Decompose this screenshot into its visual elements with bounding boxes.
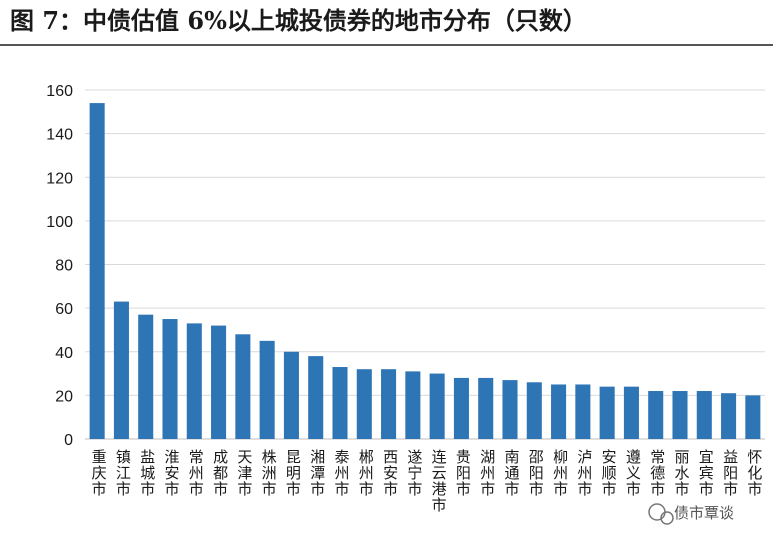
bar (526, 382, 542, 439)
bar (332, 367, 348, 439)
y-tick-label: 0 (64, 432, 73, 449)
y-tick-label: 120 (46, 170, 73, 187)
bar (162, 319, 178, 439)
bar (502, 380, 518, 439)
x-tick-label: 怀化市 (747, 448, 762, 498)
x-tick-label: 常德市 (650, 448, 665, 498)
bar (259, 340, 275, 439)
wechat-icon-dot (660, 511, 674, 525)
x-tick-label: 泰州市 (334, 448, 349, 498)
watermark-text: 债市覃谈 (674, 504, 734, 522)
y-tick-label: 80 (55, 258, 73, 275)
bar (648, 391, 664, 439)
x-tick-label: 邵阳市 (529, 448, 544, 498)
x-tick-label: 宜宾市 (699, 448, 714, 498)
x-tick-label: 天津市 (237, 448, 252, 498)
chart-title: 图 7：中债估值 6%以上城投债券的地市分布（只数） (10, 6, 587, 35)
x-tick-label: 郴州市 (359, 448, 374, 498)
x-tick-label: 连云港市 (432, 448, 447, 514)
bar (186, 323, 202, 439)
x-axis-ticks: 重庆市镇江市盐城市淮安市常州市成都市天津市株洲市昆明市湘潭市泰州市郴州市西安市遂… (92, 448, 763, 514)
x-tick-label: 常州市 (189, 448, 204, 498)
y-tick-label: 140 (46, 127, 73, 144)
bar (478, 377, 494, 439)
y-tick-label: 60 (55, 301, 73, 318)
x-tick-label: 淮安市 (164, 448, 179, 498)
x-tick-label: 益阳市 (723, 448, 738, 498)
bar (696, 391, 712, 439)
title-rule (0, 44, 773, 46)
bar (138, 314, 154, 439)
bar (429, 373, 445, 439)
y-tick-label: 20 (55, 388, 73, 405)
x-tick-label: 柳州市 (553, 448, 568, 498)
x-tick-label: 湖州市 (480, 448, 495, 498)
x-tick-label: 昆明市 (286, 448, 301, 498)
x-tick-label: 湘潭市 (310, 448, 325, 498)
x-tick-label: 贵阳市 (456, 448, 471, 498)
bar (113, 301, 129, 439)
x-tick-label: 成都市 (213, 448, 228, 498)
x-tick-label: 遂宁市 (407, 448, 422, 498)
bar (721, 393, 737, 439)
bar (672, 391, 688, 439)
bars (89, 103, 761, 440)
x-tick-label: 泸州市 (577, 448, 592, 498)
bar (623, 386, 639, 439)
x-tick-label: 安顺市 (602, 448, 617, 498)
y-tick-label: 100 (46, 214, 73, 231)
bar (575, 384, 591, 439)
bar (356, 369, 372, 439)
watermark: 债市覃谈 (648, 503, 734, 525)
bar (283, 351, 299, 439)
wechat-icon (648, 503, 666, 521)
x-tick-label: 盐城市 (140, 448, 155, 498)
bar (89, 103, 105, 440)
bar (551, 384, 567, 439)
y-axis-ticks: 0 20 40 60 80 100 120 140 160 (46, 83, 73, 449)
x-tick-label: 重庆市 (92, 448, 107, 498)
x-tick-label: 丽水市 (674, 448, 689, 498)
x-tick-label: 西安市 (383, 448, 398, 498)
x-tick-label: 遵义市 (626, 448, 641, 498)
bar (211, 325, 227, 439)
x-tick-label: 镇江市 (116, 448, 131, 498)
bar (745, 395, 761, 439)
bar (235, 334, 251, 439)
bar (405, 371, 421, 439)
x-tick-label: 株洲市 (262, 448, 277, 498)
bar (599, 386, 615, 439)
bar (453, 377, 469, 439)
x-tick-label: 南通市 (504, 448, 519, 498)
y-tick-label: 160 (46, 83, 73, 100)
y-tick-label: 40 (55, 345, 73, 362)
bar (308, 356, 324, 439)
bar (381, 369, 397, 439)
